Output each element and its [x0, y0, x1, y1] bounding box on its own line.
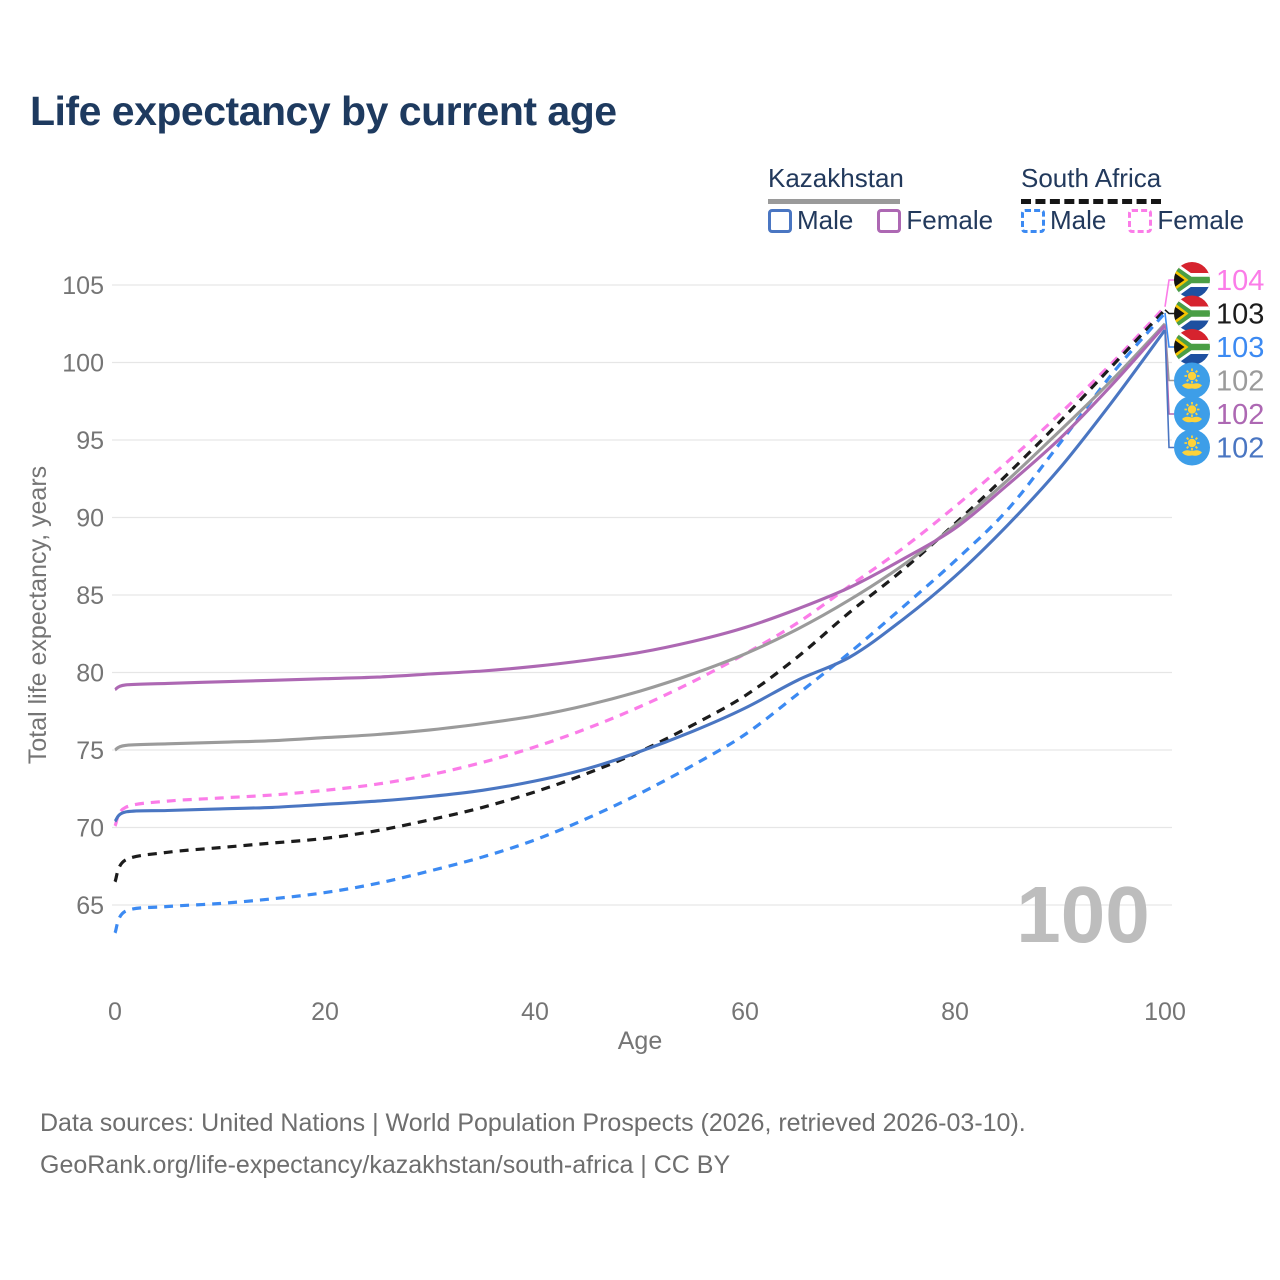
legend-group-south-africa-label[interactable]: South Africa	[1021, 163, 1162, 193]
legend-item-kazakhstan-male[interactable]: Male	[768, 205, 853, 236]
page-title: Life expectancy by current age	[30, 88, 617, 134]
y-tick-label: 100	[62, 350, 104, 378]
south-africa-flag-icon	[1174, 329, 1210, 365]
x-tick-label: 0	[108, 998, 122, 1026]
x-axis-title: Age	[618, 1027, 662, 1055]
south-africa-female-swatch[interactable]	[1128, 208, 1153, 233]
endpoint-value-label-kazakhstan-female: 102	[1216, 399, 1264, 431]
series-line-south-africa-male[interactable]	[113, 311, 1167, 934]
y-tick-label: 105	[62, 272, 104, 300]
legend-item-label: Male	[1050, 205, 1107, 235]
endpoint-value-label-south-africa-total: 103	[1216, 299, 1264, 331]
legend-group-south-africa: South Africa	[1021, 163, 1161, 204]
legend-item-label: Female	[1157, 205, 1245, 235]
kazakhstan-flag-icon	[1174, 429, 1210, 466]
south-africa-male-swatch[interactable]	[1021, 208, 1045, 233]
legend-south-africa-line-sample	[1021, 199, 1161, 204]
kazakhstan-flag-icon	[1174, 362, 1210, 399]
kazakhstan-female-swatch[interactable]	[877, 208, 902, 233]
series-line-kazakhstan-male[interactable]	[113, 329, 1167, 823]
endpoint-connector	[1164, 312, 1174, 348]
y-tick-label: 85	[76, 582, 104, 610]
x-tick-label: 40	[521, 998, 549, 1026]
kazakhstan-male-swatch[interactable]	[768, 208, 792, 233]
footer-attribution: GeoRank.org/life-expectancy/kazakhstan/s…	[40, 1151, 731, 1179]
legend-item-south-africa-male[interactable]: Male	[1021, 205, 1106, 236]
series-line-kazakhstan-total[interactable]	[114, 322, 1167, 752]
x-tick-label: 100	[1144, 998, 1186, 1026]
south-africa-flag-icon	[1174, 295, 1210, 332]
legend-group-kazakhstan: Kazakhstan	[768, 163, 904, 204]
legend-kazakhstan-line-sample	[768, 199, 900, 204]
endpoint-connector	[1164, 279, 1174, 307]
endpoint-connector	[1164, 309, 1174, 315]
south-africa-flag-icon	[1174, 262, 1210, 298]
y-tick-label: 90	[76, 505, 104, 533]
footer-data-sources: Data sources: United Nations | World Pop…	[40, 1109, 1026, 1137]
series-line-south-africa-total[interactable]	[113, 308, 1167, 883]
kazakhstan-flag-icon	[1174, 396, 1210, 432]
x-tick-label: 60	[731, 998, 759, 1026]
x-tick-label: 80	[941, 998, 969, 1026]
legend-item-label: Female	[906, 205, 994, 235]
legend-group-kazakhstan-label[interactable]: Kazakhstan	[768, 163, 904, 193]
endpoint-value-label-south-africa-female: 104	[1216, 265, 1264, 297]
y-axis-title: Total life expectancy, years	[24, 466, 52, 764]
legend-item-label: Male	[797, 205, 854, 235]
endpoint-value-label-south-africa-male: 103	[1216, 332, 1264, 364]
y-tick-label: 80	[76, 660, 104, 688]
endpoint-value-label-kazakhstan-total: 102	[1216, 366, 1264, 398]
endpoint-value-label-kazakhstan-male: 102	[1216, 433, 1264, 465]
endpoint-connector	[1164, 329, 1174, 449]
y-tick-label: 65	[76, 892, 104, 920]
legend-item-kazakhstan-female[interactable]: Female	[877, 205, 993, 236]
x-tick-label: 20	[311, 998, 339, 1026]
y-tick-label: 95	[76, 427, 104, 455]
y-tick-label: 70	[76, 815, 104, 843]
legend-items-south-africa: Male Female	[1021, 205, 1244, 236]
y-tick-label: 75	[76, 737, 104, 765]
series-line-south-africa-female[interactable]	[113, 305, 1167, 827]
series-line-kazakhstan-female[interactable]	[114, 324, 1167, 691]
legend-item-south-africa-female[interactable]: Female	[1128, 205, 1244, 236]
legend-items-kazakhstan: Male Female	[768, 205, 993, 236]
age-counter-watermark: 100	[1016, 870, 1149, 959]
